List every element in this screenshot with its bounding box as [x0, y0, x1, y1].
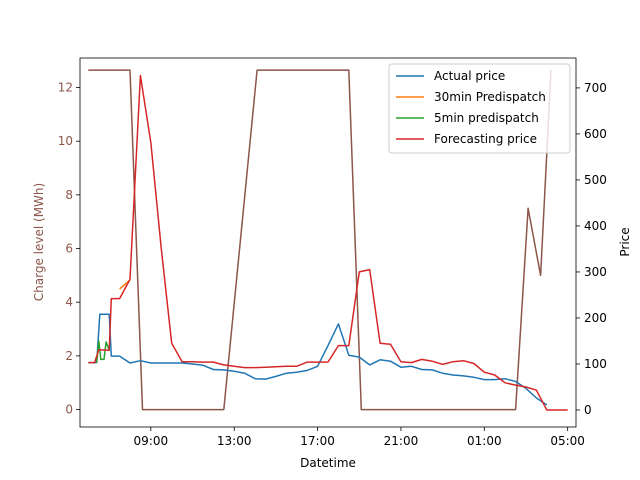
series-line-forecasting-price [88, 74, 568, 411]
right-y-tick-label: 600 [584, 127, 607, 141]
left-y-tick-label: 2 [65, 349, 73, 363]
left-y-tick-label: 10 [58, 134, 73, 148]
right-y-tick-label: 100 [584, 357, 607, 371]
x-axis: 09:00 13:00 17:00 21:00 01:00 05:00 [134, 427, 585, 448]
right-y-tick-label: 700 [584, 81, 607, 95]
series-line-5min-predispatch [95, 340, 110, 363]
x-tick-label: 13:00 [217, 434, 252, 448]
x-tick-label: 01:00 [467, 434, 502, 448]
series-line-actual-price [88, 313, 548, 406]
legend-label-actual-price: Actual price [434, 69, 505, 83]
x-axis-label: Datetime [300, 456, 356, 470]
left-y-tick-label: 0 [65, 403, 73, 417]
right-y-tick-label: 400 [584, 219, 607, 233]
left-y-tick-label: 6 [65, 242, 73, 256]
right-y-axis-label: Price [618, 227, 632, 256]
x-tick-label: 17:00 [300, 434, 335, 448]
series-layer [88, 69, 568, 411]
left-y-tick-label: 12 [58, 81, 73, 95]
x-tick-label: 05:00 [550, 434, 585, 448]
series-line-charge-level [88, 69, 552, 411]
legend-box [388, 63, 571, 154]
legend-label-forecasting-price: Forecasting price [434, 132, 537, 146]
left-y-axis: 0 2 4 6 8 10 12 [58, 81, 80, 417]
right-y-tick-label: 200 [584, 311, 607, 325]
plot-frame [79, 57, 577, 428]
left-y-tick-label: 8 [65, 188, 73, 202]
right-y-tick-label: 500 [584, 173, 607, 187]
left-y-axis-label: Charge level (MWh) [32, 183, 46, 301]
right-y-axis: 0 100 200 300 400 500 600 700 [576, 81, 607, 417]
legend-label-30min-predispatch: 30min Predispatch [434, 90, 546, 104]
right-y-tick-label: 0 [584, 403, 592, 417]
x-tick-label: 09:00 [134, 434, 169, 448]
x-tick-label: 21:00 [384, 434, 419, 448]
right-y-tick-label: 300 [584, 265, 607, 279]
left-y-tick-label: 4 [65, 295, 73, 309]
legend-label-5min-predispatch: 5min predispatch [434, 111, 539, 125]
legend: Actual price 30min Predispatch 5min pred… [388, 63, 571, 154]
